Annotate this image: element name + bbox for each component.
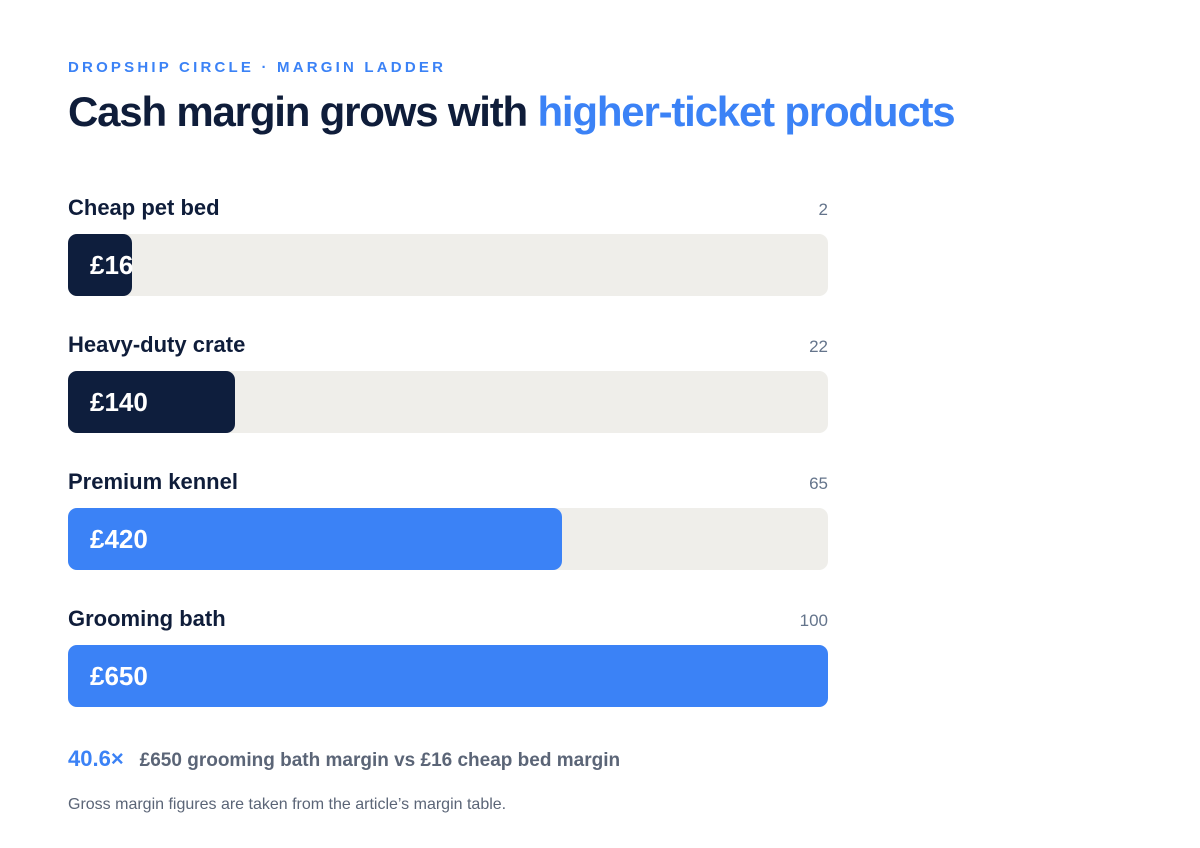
bar-track: £650 bbox=[68, 645, 828, 707]
bar-track: £140 bbox=[68, 371, 828, 433]
bar-row: Cheap pet bed 2 £16 bbox=[68, 194, 828, 331]
summary: 40.6× £650 grooming bath margin vs £16 c… bbox=[68, 746, 620, 772]
summary-text: £650 grooming bath margin vs £16 cheap b… bbox=[139, 750, 621, 771]
bar-track: £16 bbox=[68, 234, 828, 296]
chart-eyebrow: DROPSHIP CIRCLE · MARGIN LADDER bbox=[68, 59, 447, 76]
bar-row: Grooming bath 100 £650 bbox=[68, 605, 828, 742]
bar bbox=[68, 234, 132, 296]
bar bbox=[68, 371, 236, 433]
bar-index-value: 65 bbox=[809, 474, 828, 493]
bar-row: Premium kennel 65 £420 bbox=[68, 468, 828, 605]
chart-title-main: Cash margin grows with bbox=[68, 88, 538, 135]
bar-value-label: £16 bbox=[90, 250, 134, 280]
summary-multiplier: 40.6× bbox=[68, 746, 124, 771]
chart-title-accent: higher-ticket products bbox=[537, 88, 955, 135]
bar-row: Heavy-duty crate 22 £140 bbox=[68, 331, 828, 468]
bar-value-label: £140 bbox=[90, 387, 148, 417]
chart-title: Cash margin grows with higher-ticket pro… bbox=[68, 86, 956, 138]
footnote: Gross margin figures are taken from the … bbox=[68, 796, 507, 813]
bar-label: Premium kennel bbox=[68, 469, 238, 494]
bar-label: Heavy-duty crate bbox=[68, 332, 246, 357]
bar-value-label: £650 bbox=[90, 661, 148, 691]
bar-index-value: 100 bbox=[799, 611, 828, 630]
bar-value-label: £420 bbox=[90, 524, 148, 554]
bar-index-value: 22 bbox=[809, 337, 828, 356]
bar-label: Cheap pet bed bbox=[68, 195, 220, 220]
bar-index-value: 2 bbox=[818, 200, 828, 219]
bar-label: Grooming bath bbox=[68, 606, 226, 631]
bar bbox=[68, 508, 562, 570]
bar-chart: Cheap pet bed 2 £16 Heavy-duty crate 22 £140 P… bbox=[68, 194, 828, 742]
bar bbox=[68, 645, 828, 707]
bar-track: £420 bbox=[68, 508, 828, 570]
